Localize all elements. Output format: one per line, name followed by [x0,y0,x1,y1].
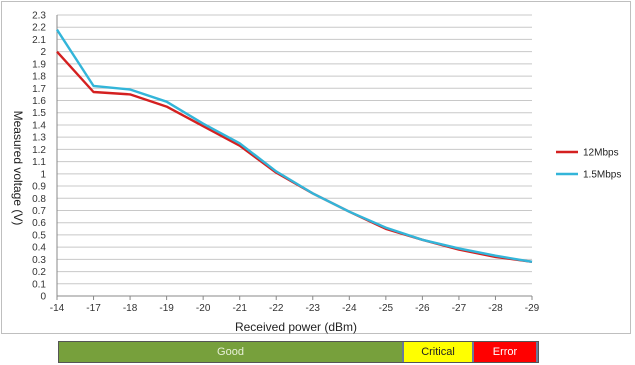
line-chart: 0 0.10.20.30.4 0.50.60.70.80.9 11.11.21.3 1.… [11,11,621,335]
y-tick-label: 1.6 [32,96,46,107]
y-tick-label: 0.3 [32,255,46,266]
series-layer [55,29,533,263]
y-tick-label: 1.3 [32,133,46,144]
x-tick-label: -21 [232,303,247,314]
series-line-12mbps [56,50,533,263]
y-tick-label: 0.8 [32,194,46,205]
y-tick-label: 1.4 [32,120,46,131]
x-tick-label: -29 [525,303,540,314]
y-tick-label: 1.8 [32,72,46,83]
y-tick-label: 0.7 [32,206,46,217]
x-tick-label: -24 [342,303,357,314]
series-line-1-5mbps [55,29,533,263]
y-tick-label: 0 [40,292,46,303]
x-tick-label: -19 [159,303,174,314]
chart-frame [1,1,631,334]
y-tick-label: 1.9 [32,59,46,70]
y-tick-label: 2.2 [32,23,46,34]
x-tick-labels: -14 -17 -18 -19 -20 -21 -22 -23 -24 -25 -26 -27 -28 -… [50,303,540,314]
x-tick-label: -20 [196,303,211,314]
y-tick-label: 1.1 [32,157,46,168]
y-tick-label: 0.2 [32,267,46,278]
y-tick-label: 0.4 [32,243,46,254]
grid-layer [56,14,533,300]
y-tick-labels: 0 0.10.20.30.4 0.50.60.70.80.9 11.11.21.3 1.… [32,11,46,303]
y-tick-label: 2.3 [32,11,46,22]
y-tick-label: 0.9 [32,182,46,193]
x-tick-label: -22 [269,303,284,314]
x-axis-title: Received power (dBm) [235,320,357,334]
y-tick-label: 2.1 [32,35,46,46]
y-tick-label: 1.5 [32,108,46,119]
x-tick-label: -25 [379,303,394,314]
x-tick-label: -23 [306,303,321,314]
x-tick-label: -26 [415,303,430,314]
y-tick-label: 1.2 [32,145,46,156]
signal-quality-bar: Good Critical Error [58,341,539,363]
legend-label: 1.5Mbps [583,170,621,181]
y-tick-label: 2 [40,47,46,58]
y-axis-title: Measured voltage (V) [11,111,25,226]
y-tick-label: 0.1 [32,279,46,290]
x-tick-label: -14 [50,303,65,314]
y-tick-label: 0.5 [32,230,46,241]
good-zone: Good [59,342,404,362]
x-tick-label: -28 [488,303,503,314]
legend: 12Mbps 1.5Mbps [556,148,621,181]
x-tick-label: -17 [86,303,101,314]
critical-zone: Critical [404,342,474,362]
y-tick-label: 1.7 [32,84,46,95]
y-tick-label: 1 [40,169,46,180]
error-zone: Error [474,342,538,362]
legend-label: 12Mbps [583,148,619,159]
y-tick-label: 0.6 [32,218,46,229]
x-tick-label: -27 [452,303,467,314]
x-tick-label: -18 [123,303,138,314]
